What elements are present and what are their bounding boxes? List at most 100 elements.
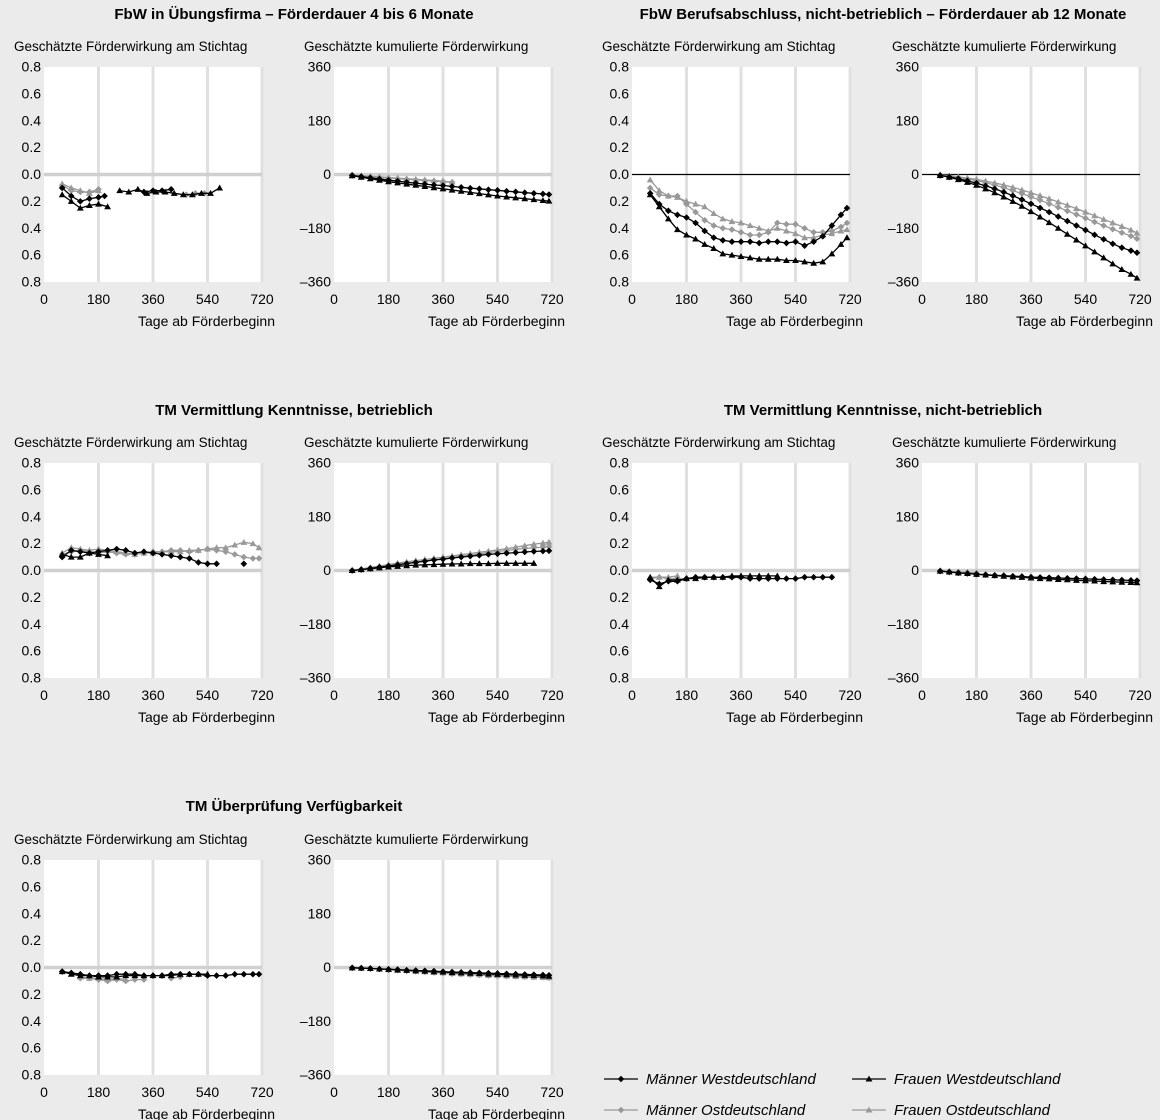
x-tick-label: 720 <box>250 291 274 307</box>
data-point <box>982 177 989 184</box>
series-frauen-westdeutschland <box>646 572 781 590</box>
data-point <box>131 972 139 979</box>
data-point <box>1091 577 1098 584</box>
x-tick-label: 360 <box>431 687 455 703</box>
x-tick-label: 180 <box>377 1084 401 1100</box>
legend-marker <box>865 1075 873 1082</box>
data-point <box>991 179 999 186</box>
series-frauen-westdeutschland <box>58 549 111 560</box>
data-point <box>746 231 754 239</box>
data-point <box>1045 575 1053 582</box>
x-axis-label: Tage ab Förderbeginn <box>138 313 275 329</box>
y-tick-label: 0.2 <box>22 589 42 605</box>
x-tick-label: 540 <box>486 1084 510 1100</box>
data-point <box>1091 212 1098 219</box>
legend-label: Frauen Ostdeutschland <box>894 1102 1051 1119</box>
data-point <box>104 547 111 554</box>
data-point <box>430 177 438 184</box>
data-point <box>348 964 356 971</box>
data-point <box>755 224 763 231</box>
legend-label: Frauen Westdeutschland <box>894 1071 1061 1088</box>
x-tick-label: 720 <box>540 291 564 307</box>
data-point <box>728 251 736 258</box>
data-point <box>403 180 411 187</box>
x-tick-label: 540 <box>196 291 220 307</box>
data-point <box>213 560 220 568</box>
data-point <box>140 548 148 555</box>
x-tick-label: 720 <box>250 687 274 703</box>
data-point <box>1018 573 1026 580</box>
data-point <box>161 188 169 195</box>
data-point <box>430 556 438 564</box>
data-point <box>1000 188 1008 196</box>
panel-title: Geschätzte kumulierte Förderwirkung <box>892 39 1116 54</box>
data-point <box>964 178 971 185</box>
panel-title: Geschätzte kumulierte Förderwirkung <box>304 832 528 847</box>
y-tick-label: 0.6 <box>610 85 630 101</box>
y-tick-label: 360 <box>896 59 920 75</box>
series-frauen-westdeutschland <box>936 171 1141 281</box>
y-tick-label: 0.4 <box>610 112 630 128</box>
data-point <box>539 972 547 979</box>
data-point <box>158 972 166 979</box>
data-point <box>1045 219 1053 226</box>
x-tick-label: 540 <box>196 687 220 703</box>
data-point <box>1082 214 1089 222</box>
data-point <box>86 202 93 208</box>
data-point <box>231 970 239 978</box>
x-tick-label: 540 <box>784 291 808 307</box>
data-point <box>801 258 808 265</box>
data-point <box>521 195 529 202</box>
data-point <box>773 224 781 231</box>
data-point <box>86 972 93 979</box>
data-point <box>485 970 492 977</box>
x-axis-label: Tage ab Förderbeginn <box>726 313 863 329</box>
data-point <box>545 538 553 545</box>
data-point <box>755 572 763 579</box>
data-point <box>1009 183 1017 190</box>
data-point <box>394 966 401 973</box>
panels: FbW in Übungsfirma – Förderdauer 4 bis 6… <box>14 6 1153 1120</box>
data-point <box>692 575 699 582</box>
x-tick-label: 0 <box>330 687 338 703</box>
data-point <box>701 240 709 247</box>
data-point <box>116 187 124 194</box>
data-point <box>1073 211 1080 218</box>
data-point <box>764 572 772 579</box>
data-point <box>348 567 356 574</box>
y-tick-label: 0.2 <box>22 932 42 948</box>
data-point <box>158 551 166 558</box>
data-point <box>692 200 699 207</box>
y-tick-label: 0.8 <box>22 852 42 868</box>
y-tick-label: –180 <box>300 1013 331 1029</box>
data-point <box>1133 249 1141 257</box>
x-tick-label: 360 <box>431 291 455 307</box>
data-point <box>188 191 196 198</box>
y-tick-label: –360 <box>300 1067 331 1083</box>
y-tick-label: 0.0 <box>610 562 630 578</box>
legend-label: Männer Ostdeutschland <box>646 1102 806 1119</box>
data-point <box>1064 217 1071 225</box>
data-point <box>1045 200 1053 208</box>
data-point <box>466 184 474 192</box>
data-point <box>719 573 727 580</box>
data-point <box>412 181 420 188</box>
data-point <box>964 570 971 577</box>
data-point <box>204 560 211 568</box>
data-point <box>149 549 157 557</box>
data-point <box>973 181 980 188</box>
data-point <box>683 197 690 204</box>
data-point <box>366 175 374 182</box>
data-point <box>764 238 772 245</box>
x-axis-label: Tage ab Förderbeginn <box>428 313 565 329</box>
data-point <box>430 968 438 975</box>
data-point <box>421 176 429 183</box>
data-point <box>646 184 654 192</box>
data-point <box>1082 226 1089 234</box>
data-point <box>58 191 66 198</box>
data-point <box>843 204 851 212</box>
chart-panel: Geschätzte Förderwirkung am Stichtag0.80… <box>14 832 275 1120</box>
data-point <box>1027 574 1035 581</box>
data-point <box>1000 193 1008 200</box>
